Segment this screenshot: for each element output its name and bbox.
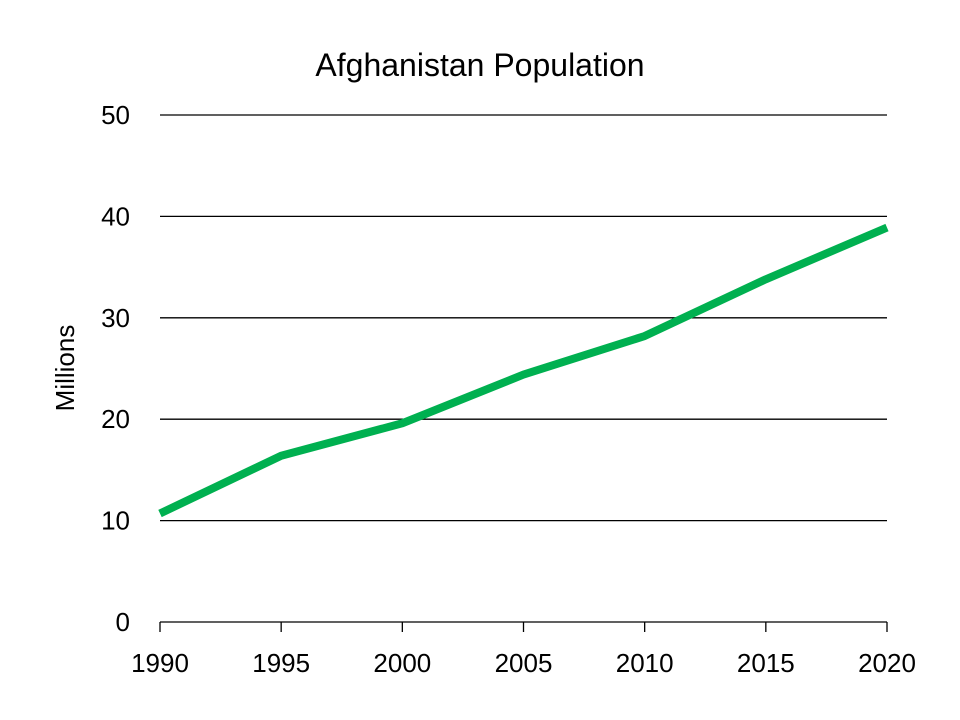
x-axis [159,621,888,632]
y-tick-label: 50 [101,100,130,130]
y-tick-label: 0 [116,607,130,637]
y-tick-labels: 0 10 20 30 40 50 [101,100,130,637]
x-tick-label: 1995 [252,648,310,678]
x-tick-label: 2000 [373,648,431,678]
x-tick-label: 2005 [495,648,553,678]
x-tick-label: 1990 [131,648,189,678]
series-layer [158,223,889,518]
x-tick-label: 2010 [616,648,674,678]
chart-title: Afghanistan Population [315,47,644,83]
series-line [158,223,889,518]
y-tick-label: 30 [101,303,130,333]
y-tick-label: 10 [101,506,130,536]
x-tick-label: 2020 [858,648,916,678]
x-tick-labels: 1990 1995 2000 2005 2010 2015 2020 [131,648,916,678]
y-tick-label: 40 [101,201,130,231]
y-axis-label: Millions [50,325,80,412]
y-tick-label: 20 [101,404,130,434]
x-tick-label: 2015 [737,648,795,678]
gridlines [160,114,887,522]
